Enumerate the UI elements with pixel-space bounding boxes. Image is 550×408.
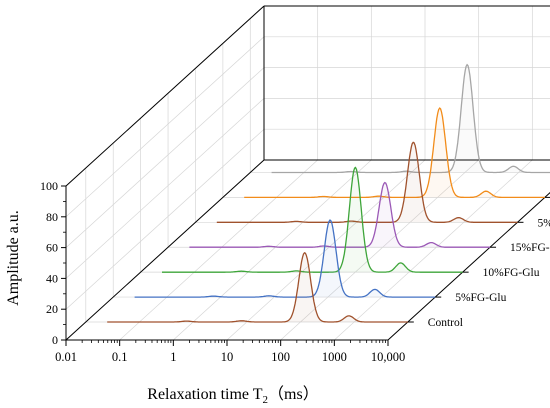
y-tick-label: 20: [46, 302, 58, 316]
x-tick-label: 10,000: [371, 350, 405, 364]
side-wall-hgrid: [65, 128, 265, 310]
x-axis-title-subscript: 2: [263, 394, 269, 406]
series-fill: [244, 108, 545, 198]
y-tick-label: 80: [46, 210, 58, 224]
series-line: [189, 181, 490, 248]
y-tick-label: 0: [52, 333, 58, 347]
axes: [61, 5, 550, 346]
x-tick-label: 0.01: [55, 350, 77, 364]
floor-grid: [226, 159, 426, 341]
series-label: 15%FG-Glu: [510, 242, 550, 254]
floor-grid: [119, 159, 318, 341]
top-left-edge: [65, 5, 265, 187]
series-label: 5%FG-Glu: [455, 292, 506, 304]
series-label: 10%FG-Glu: [483, 267, 540, 279]
x-tick-label: 0.1: [112, 350, 128, 364]
depth-axis-line: [387, 192, 550, 341]
series-line: [134, 219, 436, 298]
x-axis-title-main: Relaxation time T: [147, 386, 262, 403]
y-tick-label: 60: [46, 241, 58, 255]
side-wall-hgrid: [65, 36, 265, 218]
floor-left-edge: [65, 159, 265, 341]
floor-grid: [334, 159, 533, 341]
x-axis-title-unit: （ms）: [268, 385, 319, 403]
x-tick-label: 100: [271, 350, 290, 364]
series-line: [216, 141, 518, 223]
series-line: [162, 166, 463, 273]
series-label: 5%FG-βCD: [537, 217, 550, 229]
y-tick-label: 100: [40, 179, 58, 193]
y-tick-label: 40: [46, 271, 58, 285]
floor-grid: [280, 159, 479, 341]
side-wall-hgrid: [65, 98, 265, 279]
x-tick-label: 1000: [322, 350, 347, 364]
labels: 0.01 0.1 1 10 100 1000 10,000 0 20 40 60 80 100 15%FG…: [40, 179, 550, 364]
series-line: [107, 251, 408, 323]
series-label: Control: [428, 317, 463, 329]
y-axis-title: Amplitude a.u.: [5, 210, 22, 306]
series-lines: [107, 63, 550, 323]
side-wall-hgrid: [65, 67, 265, 248]
series-line: [271, 63, 550, 174]
x-tick-label: 10: [221, 350, 234, 364]
x-axis-title: Relaxation time T2（ms）: [147, 385, 318, 406]
x-tick-label: 1: [170, 350, 176, 364]
floor-grid: [173, 159, 372, 341]
series-line: [244, 107, 545, 199]
